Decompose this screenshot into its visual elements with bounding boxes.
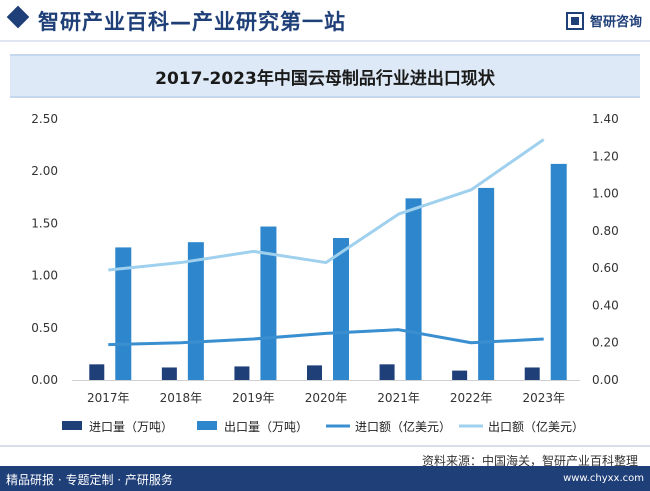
header-title: 智研产业百科—产业研究第一站 bbox=[38, 10, 346, 34]
footer-url[interactable]: www.chyxx.com bbox=[563, 473, 644, 484]
x-tick-label: 2020年 bbox=[305, 391, 348, 405]
y-left-tick-label: 0.00 bbox=[31, 373, 58, 387]
legend-swatch bbox=[197, 421, 217, 430]
bar-export-volume bbox=[405, 198, 422, 380]
bar-import-volume bbox=[234, 366, 250, 380]
page-header: 智研产业百科—产业研究第一站 智研咨询 bbox=[0, 0, 650, 42]
header-diamond-icon bbox=[6, 5, 30, 29]
footer-tagline: 精品研报 · 专题定制 · 产研服务 bbox=[6, 473, 173, 487]
bar-import-volume bbox=[161, 367, 177, 380]
legend-label: 进口量（万吨） bbox=[89, 420, 173, 434]
line-import-value bbox=[108, 328, 544, 347]
y-left-tick-label: 1.50 bbox=[31, 216, 58, 230]
bar-import-volume bbox=[379, 364, 395, 380]
y-right-tick-label: 0.40 bbox=[592, 298, 619, 312]
bar-export-volume bbox=[478, 187, 495, 380]
x-tick-label: 2018年 bbox=[160, 391, 203, 405]
bar-export-volume bbox=[333, 238, 349, 380]
y-right-tick-label: 1.40 bbox=[592, 112, 619, 126]
y-axis-left: 0.00 0.50 1.00 1.50 2.00 2.50 bbox=[31, 112, 580, 387]
y-left-tick-label: 2.00 bbox=[31, 164, 58, 178]
y-left-tick-label: 2.50 bbox=[31, 112, 58, 126]
y-right-tick-label: 0.20 bbox=[592, 336, 619, 350]
x-tick-label: 2022年 bbox=[450, 391, 493, 405]
bar-export-volume bbox=[115, 247, 132, 380]
legend-label: 出口量（万吨） bbox=[224, 420, 308, 434]
line-series-group bbox=[108, 138, 545, 347]
footer-divider bbox=[0, 445, 650, 447]
chart-title: 2017-2023年中国云母制品行业进出口现状 bbox=[155, 69, 495, 89]
y-left-tick-label: 1.00 bbox=[31, 269, 58, 283]
y-left-tick-label: 0.50 bbox=[31, 321, 58, 335]
x-tick-label: 2017年 bbox=[87, 391, 130, 405]
x-tick-label: 2019年 bbox=[232, 391, 275, 405]
y-right-tick-label: 0.00 bbox=[592, 373, 619, 387]
legend-label: 出口额（亿美元） bbox=[488, 419, 584, 434]
bar-import-volume bbox=[307, 365, 322, 380]
brand-logo[interactable]: 智研咨询 bbox=[565, 11, 642, 30]
y-right-tick-label: 1.00 bbox=[592, 187, 619, 201]
logo-text: 智研咨询 bbox=[589, 15, 642, 30]
bar-export-volume bbox=[550, 163, 567, 380]
logo-icon bbox=[565, 11, 584, 30]
data-source: 资料来源：中国海关，智研产业百科整理 bbox=[421, 454, 638, 468]
line-export-value bbox=[108, 138, 545, 272]
bar-import-volume bbox=[452, 370, 468, 380]
legend-label: 进口额（亿美元） bbox=[355, 419, 451, 434]
legend-swatch bbox=[62, 421, 82, 430]
chart-area: 0.00 0.50 1.00 1.50 2.00 2.50 0.00 0.20 0.40 0.6… bbox=[31, 112, 619, 434]
y-right-tick-label: 1.20 bbox=[592, 149, 619, 163]
y-right-tick-label: 0.60 bbox=[592, 261, 619, 275]
bar-import-volume bbox=[89, 364, 105, 380]
chart-legend: 进口量（万吨） 出口量（万吨） 进口额（亿美元） 出口额（亿美元） bbox=[62, 419, 584, 434]
bar-export-volume bbox=[187, 242, 204, 380]
x-tick-label: 2021年 bbox=[377, 391, 420, 405]
x-tick-label: 2023年 bbox=[522, 391, 565, 405]
bar-series-group bbox=[89, 163, 567, 380]
y-right-tick-label: 0.80 bbox=[592, 224, 619, 238]
header-divider bbox=[0, 40, 650, 42]
bar-import-volume bbox=[524, 367, 540, 380]
bar-export-volume bbox=[260, 226, 277, 380]
x-axis-labels: 2017年 2018年 2019年 2020年 2021年 2022年 2023年 bbox=[87, 391, 565, 405]
chart-title-band: 2017-2023年中国云母制品行业进出口现状 bbox=[10, 54, 640, 98]
footer-bar: 精品研报 · 专题定制 · 产研服务 www.chyxx.com bbox=[0, 466, 650, 491]
y-axis-right: 0.00 0.20 0.40 0.60 0.80 1.00 1.20 1.40 bbox=[592, 112, 619, 387]
